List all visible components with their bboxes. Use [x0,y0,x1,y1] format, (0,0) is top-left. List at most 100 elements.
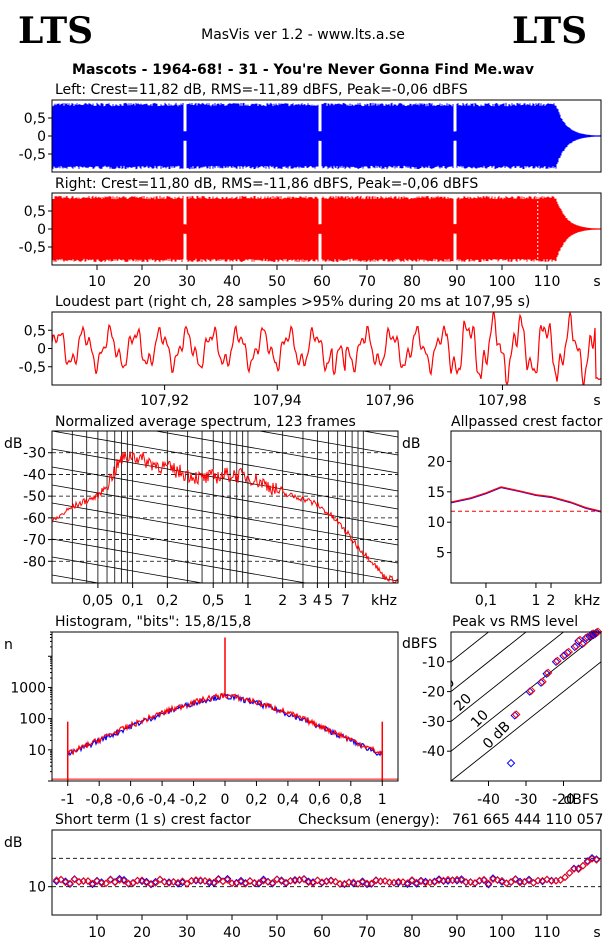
spectrum-title: Normalized average spectrum, 123 frames [55,414,356,430]
spectrum-ytick-label: -60 [23,511,46,527]
shortterm-point-right [579,862,587,870]
shortterm-point-left [403,880,412,889]
peak-rms-crest-line [451,661,601,781]
peak-rms-point-right [527,686,536,695]
spectrum-xtick-label: 4 [313,593,322,609]
spectrum-xunit: kHz [371,593,397,609]
histogram-xtick-label: 1 [378,792,387,808]
peak-rms-ytick-label: -10 [422,655,445,671]
spectrum-slope [361,431,398,438]
shortterm-point-left [291,875,299,884]
spectrum-slope [52,701,398,761]
spectrum-slope [52,484,398,546]
histogram-xtick-label: -0,2 [180,792,207,808]
shortterm-point-right [120,877,128,885]
spectrum-ytick-label: -40 [23,467,46,483]
allpass-left-curve [450,486,602,513]
shortterm-point-right [79,877,88,886]
shortterm-xtick-label: 110 [534,925,561,941]
peak-rms-point-right [564,647,573,657]
shortterm-point-left [223,874,232,883]
shortterm-xtick-label: 10 [88,925,106,941]
spectrum-slope [52,502,398,564]
right-xtick-label: 80 [403,274,421,290]
spectrum-xtick-label: 5 [324,593,333,609]
histogram-xtick-label: -0,8 [86,792,113,808]
shortterm-point-right [394,877,403,886]
histogram-ytick-label: 10 [28,743,46,759]
histogram-left-curve [67,693,382,757]
shortterm-point-right [556,876,565,884]
shortterm-xtick-label: 80 [403,925,421,941]
right-xtick-label: 10 [88,274,106,290]
shortterm-point-right [66,879,74,888]
peak-rms-point-right [593,627,603,636]
peak-rms-ytick-label: -40 [422,744,445,760]
spectrum-slope [52,538,309,583]
allpass-xtick-label: 2 [547,593,556,609]
right-xtick-label: 90 [448,274,466,290]
peak-rms-xtick-label: -20 [552,792,575,808]
peak-rms-crest-label: 20 [451,691,475,715]
histogram-ytick-label: 1000 [10,680,46,696]
left-ytick-label: 0 [37,129,46,145]
spectrum-ytick-label: -70 [23,533,46,549]
allpass-ylabel: dB [402,436,421,452]
left-ytick-label: -0,5 [19,147,46,163]
shortterm-xtick-label: 90 [448,925,466,941]
shortterm-xtick-label: 60 [313,925,331,941]
histogram-right-curve [67,692,383,756]
peak-rms-xunit: dBFS [563,792,598,808]
spectrum-frame [51,430,399,584]
shortterm-point-right [52,876,61,884]
loudest-ytick-label: -0,5 [19,360,46,376]
right-xtick-label: 100 [489,274,516,290]
histogram-xtick-label: 0,8 [340,792,362,808]
shortterm-point-right [129,879,137,888]
shortterm-point-left [88,880,97,889]
peak-rms-point-right [543,668,553,678]
loudest-xtick-label: 107,92 [140,393,189,409]
shortterm-point-right [363,879,371,888]
checksum-label: Checksum (energy): [298,812,440,828]
spectrum-slope [52,556,205,583]
shortterm-point-right [592,856,601,864]
shortterm-point-right [178,877,187,886]
allpass-right-curve [450,486,602,512]
right-xtick-label: 50 [268,274,286,290]
shortterm-point-right [84,877,92,885]
shortterm-point-right [376,877,385,885]
histogram-xtick-label: 0 [221,792,230,808]
shortterm-point-right [223,876,232,884]
lts-logo-right: LTS [512,10,588,52]
shortterm-point-left [66,880,74,889]
right-xtick-label: 30 [178,274,196,290]
allpass-frame [450,430,602,584]
spectrum-ylabel: dB [4,436,23,452]
shortterm-point-left [457,875,466,883]
shortterm-point-left [516,877,524,886]
shortterm-point-right [421,878,430,887]
shortterm-point-left [592,855,601,863]
peak-rms-point-right [538,677,547,687]
shortterm-xtick-label: 30 [178,925,196,941]
peak-rms-point-right [512,710,521,719]
shortterm-point-right [97,879,106,887]
histogram-xtick-label: -1 [61,792,75,808]
right-ytick-label: 0,5 [24,204,46,220]
shortterm-point-right [565,869,574,877]
spectrum-ytick-label: -80 [23,554,46,570]
loudest-xtick-label: 107,98 [478,393,527,409]
shortterm-point-right [151,879,160,887]
allpass-xunit: kHz [574,593,600,609]
histogram-title: Histogram, "bits": 15,8/15,8 [55,614,252,630]
histogram-ylabel: n [4,637,13,653]
shortterm-xtick-label: 50 [268,925,286,941]
allpass-ytick-label: 15 [427,485,445,501]
histogram-xtick-label: -0,6 [117,792,144,808]
shortterm-point-right [268,878,277,887]
shortterm-point-left [268,879,277,888]
checksum-value: 761 665 444 110 057 [452,812,604,828]
